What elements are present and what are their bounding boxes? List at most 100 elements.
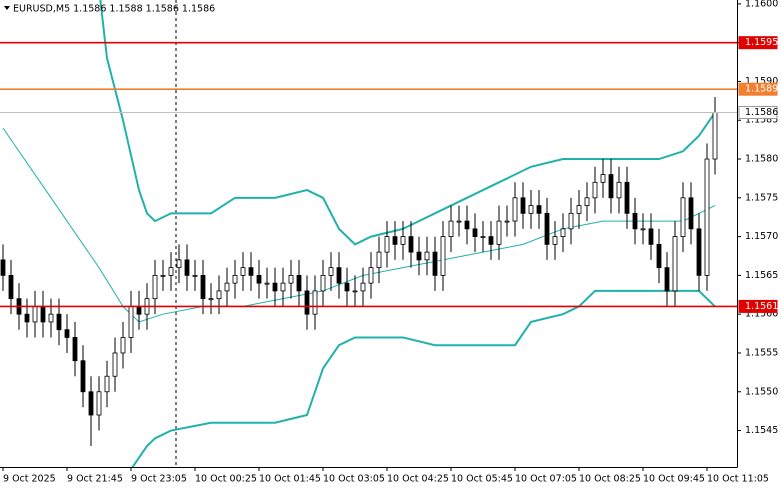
band-line [131,289,716,467]
candle-body [88,391,94,416]
candle-body [512,197,518,222]
candle-body [328,267,334,276]
candle-body [488,236,494,245]
candle-body [80,360,86,393]
candle-body [232,274,238,284]
x-tick-label: 10 Oct 11:05 [707,474,769,485]
candle-body [504,220,510,223]
price-label: 1.1586 [745,107,778,118]
candle-body [96,391,102,416]
y-tick-label: 1.1545 [745,425,778,436]
candle-body [352,290,358,293]
candle-body [216,290,222,300]
candle-body [576,205,582,214]
candle-body [296,274,302,292]
candle-body [648,228,654,245]
candle-body [688,197,694,230]
candle-body [64,329,70,338]
candle-body [528,205,534,214]
candle-body [632,212,638,230]
symbol-icon [4,6,10,10]
candle-body [200,274,206,300]
candle-body [192,274,198,277]
candle-body [152,274,158,300]
candle-body [472,228,478,238]
candle-body [552,236,558,245]
price-label-box [738,82,778,96]
candle-body [320,274,326,292]
candle-body [536,205,542,214]
candle-body [48,313,54,323]
price-label-box [738,105,778,119]
candle-body [712,112,718,160]
candle-body [288,274,294,284]
candle-body [176,259,182,269]
candle-body [496,220,502,245]
candle-body [560,228,566,238]
candle-body [160,274,166,277]
y-tick-label: 1.1580 [745,154,778,165]
candle-body [664,267,670,292]
candle-body [400,236,406,245]
candle-body [456,220,462,223]
candle-body [128,306,134,338]
y-tick-label: 1.1560 [745,309,778,320]
candle-body [360,282,366,292]
candle-body [24,313,30,323]
candle-body [280,282,286,292]
candle-body [8,274,14,300]
candle-body [680,197,686,238]
candle-body [704,158,710,276]
candle-body [640,228,646,231]
y-tick-label: 1.1575 [745,192,778,203]
candle-body [416,251,422,261]
y-tick-label: 1.1600 [745,0,778,9]
price-label-box [738,36,778,50]
candle-body [256,274,262,284]
candle-body [448,220,454,238]
candle-body [544,212,550,245]
candle-body [696,228,702,276]
x-tick-label: 9 Oct 2025 [3,474,56,485]
chart-title: EURUSD,M5 1.1586 1.1588 1.1586 1.1586 [13,4,215,15]
candle-body [656,243,662,269]
y-tick-label: 1.1555 [745,347,778,358]
candle-body [368,267,374,284]
candle-body [424,251,430,261]
candle-body [304,290,310,315]
candle-body [120,337,126,354]
y-tick-label: 1.1570 [745,231,778,242]
x-tick-label: 10 Oct 09:45 [643,474,705,485]
candle-body [480,236,486,239]
y-tick-label: 1.1585 [745,115,778,126]
x-tick-label: 10 Oct 04:25 [387,474,449,485]
candle-body [376,251,382,269]
price-label: 1.1595 [745,37,778,48]
y-tick-label: 1.1565 [745,270,778,281]
candle-body [616,181,622,199]
candle-body [272,282,278,292]
x-tick-label: 10 Oct 01:45 [259,474,321,485]
candle-body [136,306,142,315]
candle-body [248,267,254,276]
candle-body [520,197,526,214]
price-label: 1.1561 [745,301,778,312]
candle-body [104,375,110,393]
candle-body [672,236,678,292]
price-label-box [738,299,778,313]
candle-body [184,259,190,276]
candle-body [0,259,6,276]
x-tick-label: 9 Oct 23:05 [131,474,187,485]
x-tick-label: 10 Oct 03:05 [323,474,385,485]
candle-body [584,197,590,206]
candle-body [112,352,118,377]
x-tick-label: 9 Oct 21:45 [67,474,123,485]
candle-body [464,220,470,230]
candle-body [32,306,38,323]
candle-body [72,337,78,362]
y-tick-label: 1.1590 [745,76,778,87]
candle-body [336,267,342,284]
band-line [99,0,716,246]
candle-body [600,174,606,183]
